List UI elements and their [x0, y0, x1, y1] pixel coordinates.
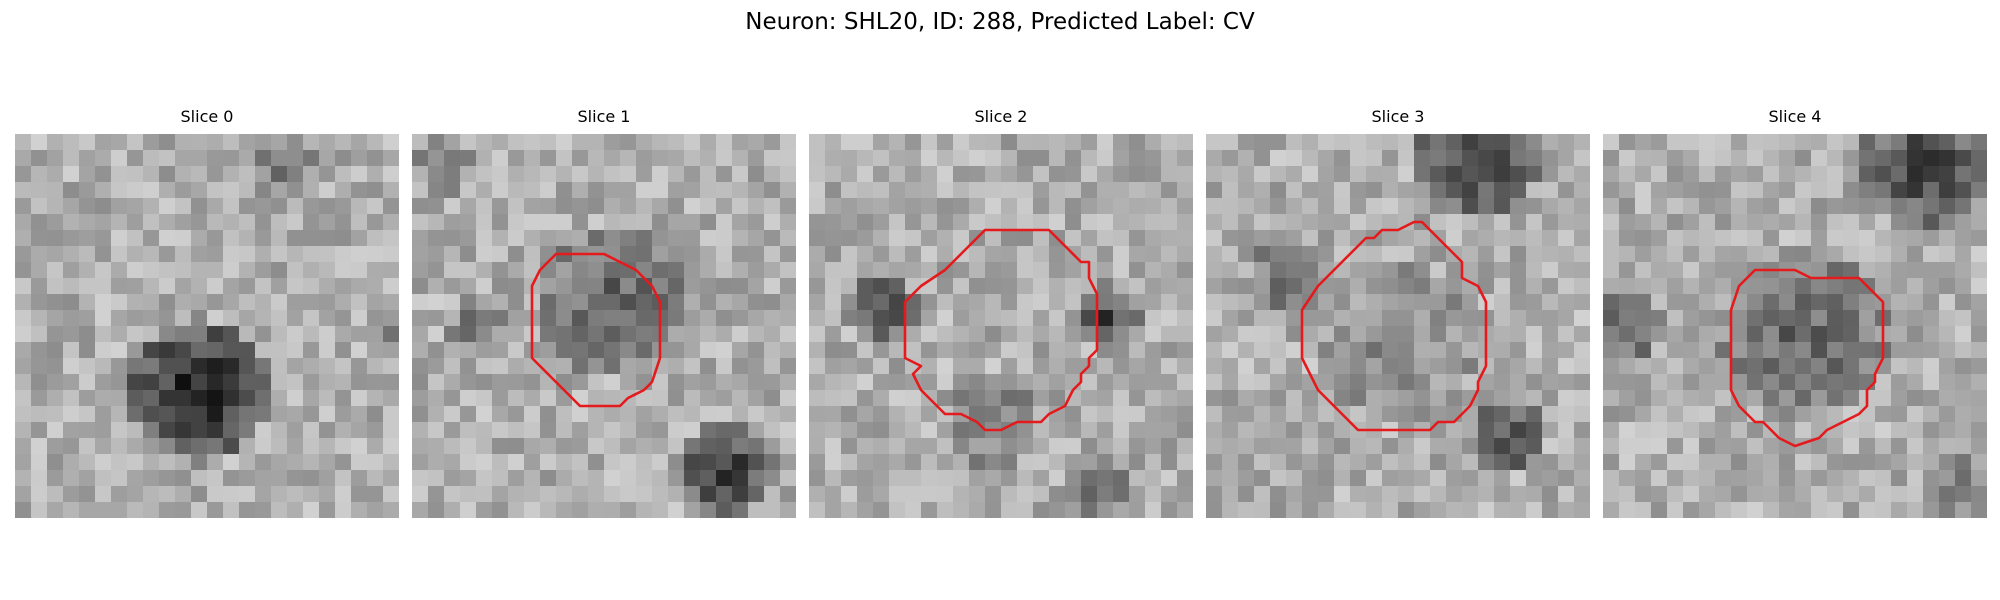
figure-title: Neuron: SHL20, ID: 288, Predicted Label:…	[0, 6, 2000, 38]
slice-title: Slice 0	[15, 106, 399, 128]
slice-image	[809, 134, 1193, 518]
slice-title: Slice 1	[412, 106, 796, 128]
slice-image	[1206, 134, 1590, 518]
slice-title: Slice 4	[1603, 106, 1987, 128]
slice-title: Slice 3	[1206, 106, 1590, 128]
slice-image	[15, 134, 399, 518]
slice-title: Slice 2	[809, 106, 1193, 128]
slice-image	[412, 134, 796, 518]
slice-image	[1603, 134, 1987, 518]
